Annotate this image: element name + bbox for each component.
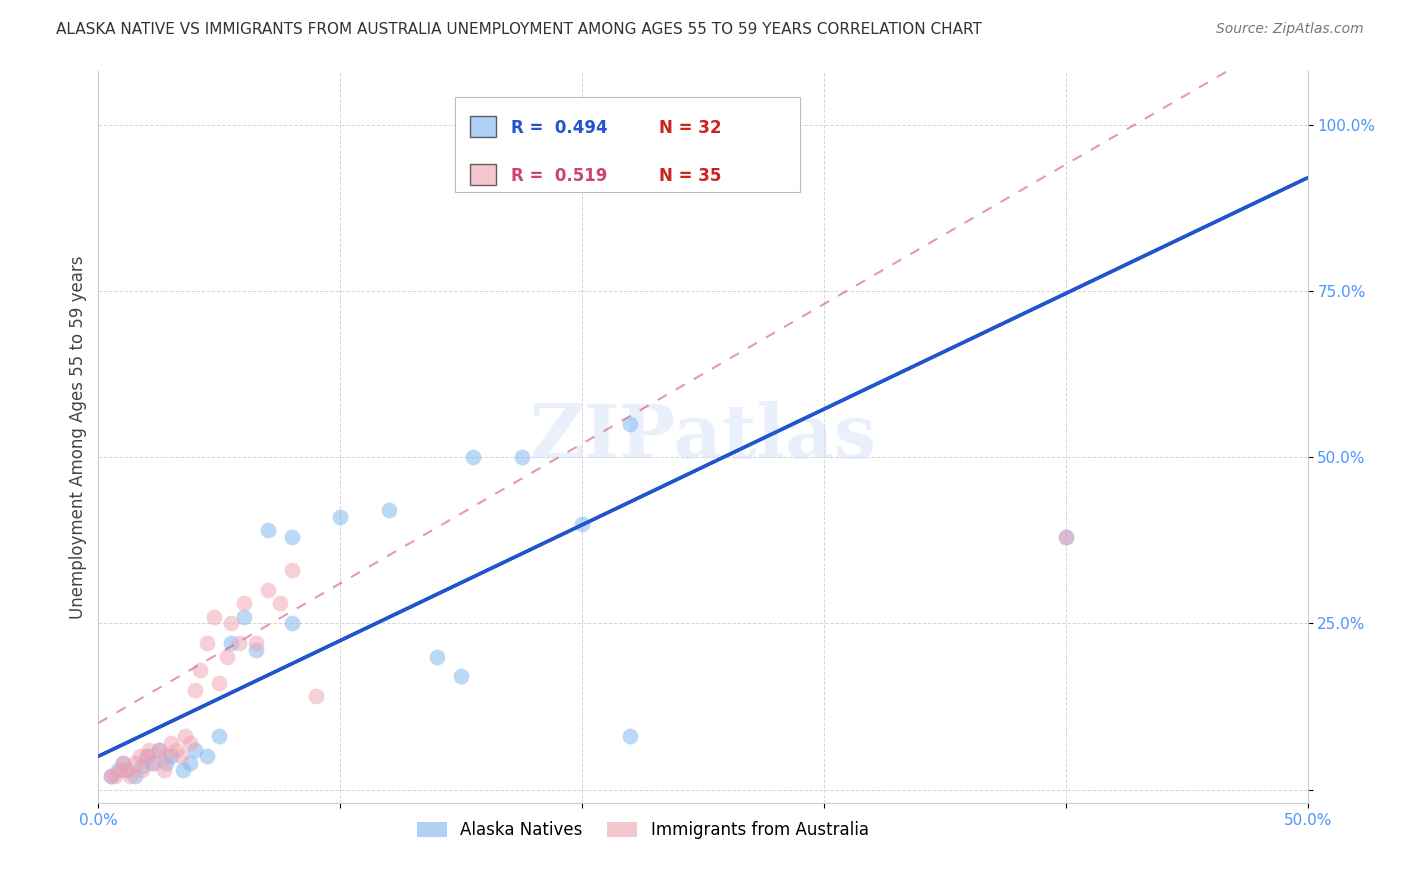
- Point: [138, 742, 160, 756]
- Point: [179, 756, 201, 770]
- Point: [450, 669, 472, 683]
- Legend: Alaska Natives, Immigrants from Australia: Alaska Natives, Immigrants from Australi…: [411, 814, 875, 846]
- Point: [221, 636, 243, 650]
- Text: R =  0.519: R = 0.519: [510, 167, 607, 185]
- Point: [228, 636, 250, 650]
- Point: [195, 636, 218, 650]
- Point: [377, 503, 399, 517]
- Point: [108, 763, 131, 777]
- Point: [135, 749, 157, 764]
- Point: [281, 530, 304, 544]
- Point: [179, 736, 201, 750]
- Point: [188, 663, 211, 677]
- Point: [619, 417, 641, 431]
- Point: [117, 763, 139, 777]
- Text: Source: ZipAtlas.com: Source: ZipAtlas.com: [1216, 22, 1364, 37]
- Point: [1054, 530, 1077, 544]
- Point: [195, 749, 218, 764]
- Point: [141, 756, 163, 770]
- Point: [269, 596, 291, 610]
- Point: [148, 742, 170, 756]
- Point: [128, 749, 150, 764]
- Point: [100, 769, 122, 783]
- Text: ALASKA NATIVE VS IMMIGRANTS FROM AUSTRALIA UNEMPLOYMENT AMONG AGES 55 TO 59 YEAR: ALASKA NATIVE VS IMMIGRANTS FROM AUSTRAL…: [56, 22, 983, 37]
- Point: [245, 643, 267, 657]
- Point: [208, 729, 231, 743]
- Point: [221, 616, 243, 631]
- Text: R =  0.494: R = 0.494: [510, 120, 607, 137]
- Point: [256, 523, 278, 537]
- Point: [174, 729, 197, 743]
- Point: [281, 616, 304, 631]
- Point: [510, 450, 533, 464]
- Point: [232, 609, 254, 624]
- Point: [111, 756, 134, 770]
- Point: [172, 763, 194, 777]
- FancyBboxPatch shape: [470, 116, 496, 137]
- Point: [245, 636, 267, 650]
- Point: [131, 763, 153, 777]
- Point: [148, 742, 170, 756]
- Point: [124, 769, 146, 783]
- Point: [135, 749, 157, 764]
- Point: [131, 759, 153, 773]
- Point: [104, 769, 127, 783]
- Point: [571, 516, 593, 531]
- Point: [107, 763, 129, 777]
- Point: [100, 769, 122, 783]
- Text: N = 35: N = 35: [659, 167, 721, 185]
- Point: [184, 742, 207, 756]
- Point: [329, 509, 352, 524]
- Point: [305, 690, 328, 704]
- Point: [160, 736, 183, 750]
- Point: [208, 676, 231, 690]
- Point: [160, 749, 183, 764]
- Point: [111, 756, 134, 770]
- Point: [143, 756, 166, 770]
- Point: [117, 763, 139, 777]
- Point: [215, 649, 238, 664]
- Point: [204, 609, 226, 624]
- Point: [1054, 530, 1077, 544]
- Point: [155, 756, 177, 770]
- Point: [256, 582, 278, 597]
- Y-axis label: Unemployment Among Ages 55 to 59 years: Unemployment Among Ages 55 to 59 years: [69, 255, 87, 619]
- Point: [152, 763, 174, 777]
- Point: [118, 769, 141, 783]
- Point: [619, 729, 641, 743]
- Text: N = 32: N = 32: [659, 120, 721, 137]
- FancyBboxPatch shape: [470, 164, 496, 185]
- Point: [232, 596, 254, 610]
- Text: ZIPatlas: ZIPatlas: [530, 401, 876, 474]
- Point: [281, 563, 304, 577]
- Point: [184, 682, 207, 697]
- Point: [124, 756, 146, 770]
- Point: [155, 749, 177, 764]
- Point: [426, 649, 449, 664]
- Point: [463, 450, 485, 464]
- FancyBboxPatch shape: [456, 97, 800, 192]
- Point: [169, 749, 191, 764]
- Point: [165, 742, 187, 756]
